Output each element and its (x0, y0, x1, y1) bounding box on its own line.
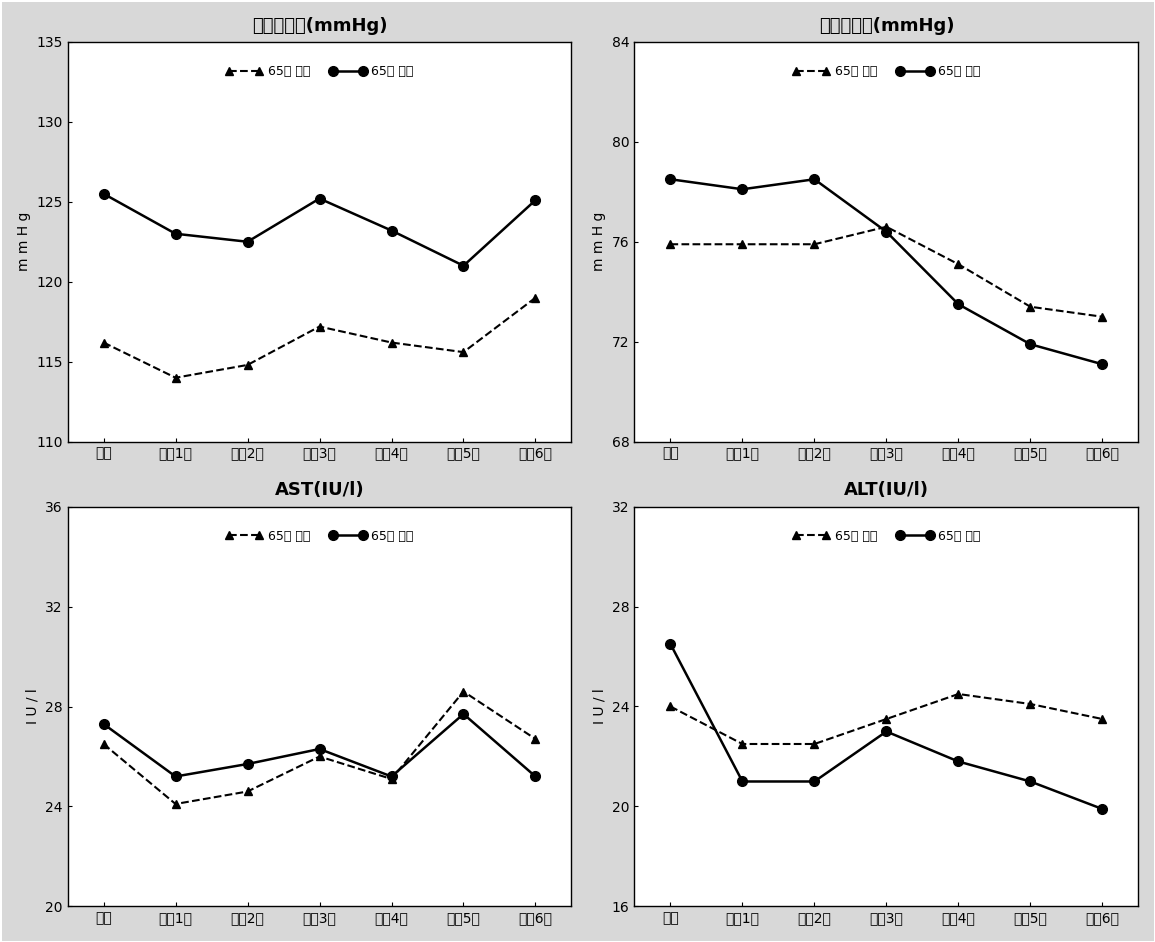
Title: AST(IU/l): AST(IU/l) (275, 481, 364, 499)
65세 미만 (385, 337, 398, 349)
65세 이상 (529, 771, 543, 782)
65세 이상 (313, 743, 327, 755)
65세 이상 (1095, 804, 1109, 815)
65세 미만 (736, 739, 750, 750)
Line: 65세 이상: 65세 이상 (665, 640, 1108, 814)
Line: 65세 이상: 65세 이상 (98, 709, 541, 781)
65세 미만 (456, 686, 470, 697)
65세 미만 (313, 751, 327, 762)
65세 이상 (952, 755, 966, 767)
65세 미만 (385, 773, 398, 785)
65세 이상 (1095, 359, 1109, 370)
Legend: 65세 미만, 65세 이상: 65세 미만, 65세 이상 (221, 60, 419, 83)
65세 이상 (807, 776, 821, 788)
65세 미만 (663, 238, 677, 250)
65세 미만 (240, 359, 254, 370)
65세 미만 (97, 337, 111, 349)
65세 미만 (1095, 311, 1109, 322)
65세 미만 (736, 238, 750, 250)
65세 이상 (529, 194, 543, 205)
65세 미만 (97, 739, 111, 750)
65세 이상 (97, 719, 111, 730)
65세 이상 (879, 226, 893, 237)
Line: 65세 이상: 65세 이상 (665, 174, 1108, 369)
Line: 65세 미만: 65세 미만 (99, 688, 539, 808)
Y-axis label: I U / l: I U / l (593, 689, 606, 724)
65세 이상 (385, 225, 398, 236)
65세 미만 (529, 733, 543, 744)
65세 이상 (1023, 338, 1037, 349)
65세 미만 (456, 347, 470, 358)
65세 이상 (952, 299, 966, 310)
65세 이상 (169, 228, 182, 239)
65세 미만 (879, 221, 893, 233)
Line: 65세 미만: 65세 미만 (666, 690, 1106, 748)
65세 이상 (736, 184, 750, 195)
65세 미만 (1095, 713, 1109, 724)
65세 이상 (663, 639, 677, 650)
65세 미만 (1023, 698, 1037, 709)
Line: 65세 미만: 65세 미만 (666, 222, 1106, 321)
65세 미만 (240, 786, 254, 797)
65세 이상 (385, 771, 398, 782)
65세 미만 (952, 689, 966, 700)
65세 미만 (807, 238, 821, 250)
Title: 이완기혁압(mmHg): 이완기혁압(mmHg) (819, 17, 954, 35)
65세 이상 (456, 708, 470, 720)
65세 이상 (456, 260, 470, 271)
65세 미만 (313, 321, 327, 333)
65세 미만 (169, 372, 182, 383)
Y-axis label: m m H g: m m H g (16, 212, 31, 271)
65세 이상 (240, 236, 254, 248)
65세 이상 (663, 173, 677, 185)
65세 이상 (807, 173, 821, 185)
65세 미만 (169, 798, 182, 809)
65세 미만 (663, 701, 677, 712)
Legend: 65세 미만, 65세 이상: 65세 미만, 65세 이상 (788, 525, 985, 548)
Title: ALT(IU/l): ALT(IU/l) (844, 481, 929, 499)
Legend: 65세 미만, 65세 이상: 65세 미만, 65세 이상 (788, 60, 985, 83)
65세 이상 (1023, 776, 1037, 788)
65세 미만 (529, 292, 543, 303)
65세 미만 (879, 713, 893, 724)
65세 미만 (952, 259, 966, 270)
65세 미만 (807, 739, 821, 750)
65세 미만 (1023, 301, 1037, 313)
65세 이상 (736, 776, 750, 788)
Line: 65세 이상: 65세 이상 (98, 189, 541, 270)
65세 이상 (313, 193, 327, 204)
Y-axis label: I U / l: I U / l (25, 689, 39, 724)
65세 이상 (240, 758, 254, 770)
Legend: 65세 미만, 65세 이상: 65세 미만, 65세 이상 (221, 525, 419, 548)
Line: 65세 미만: 65세 미만 (99, 294, 539, 382)
65세 이상 (169, 771, 182, 782)
Title: 수축기혁압(mmHg): 수축기혁압(mmHg) (252, 17, 387, 35)
65세 이상 (97, 188, 111, 200)
65세 이상 (879, 726, 893, 738)
Y-axis label: m m H g: m m H g (593, 212, 606, 271)
